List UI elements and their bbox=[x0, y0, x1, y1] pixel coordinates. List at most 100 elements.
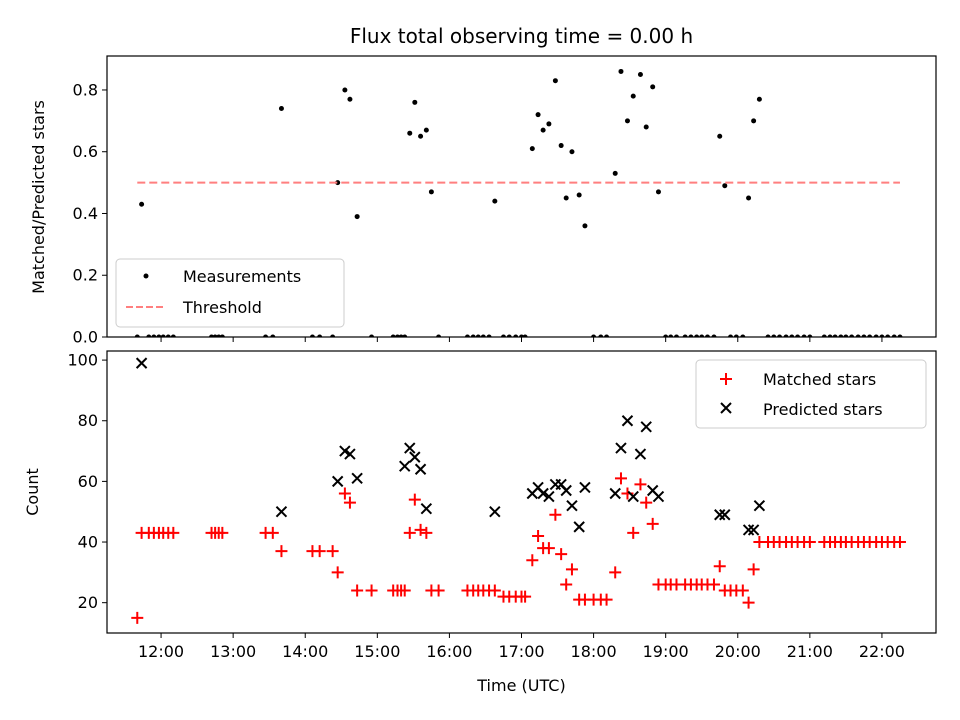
measurement-point bbox=[789, 334, 795, 337]
matched-point bbox=[338, 487, 351, 500]
matched-point bbox=[408, 493, 421, 506]
matched-point bbox=[131, 611, 144, 624]
bottom-y-tick-label: 60 bbox=[78, 472, 98, 491]
matched-point bbox=[646, 517, 659, 530]
measurement-point bbox=[663, 334, 669, 337]
measurement-point bbox=[546, 121, 552, 127]
predicted-point bbox=[566, 499, 578, 512]
measurement-point bbox=[436, 334, 442, 337]
measurement-point bbox=[630, 93, 636, 99]
measurement-point bbox=[740, 334, 746, 337]
ratio-panel: Flux total observing time = 0.00 h Match… bbox=[29, 24, 937, 347]
measurement-point bbox=[165, 334, 171, 337]
top-data-layer bbox=[134, 68, 903, 337]
measurement-point bbox=[418, 133, 424, 139]
measurement-point bbox=[407, 130, 413, 136]
measurement-point bbox=[576, 192, 582, 198]
matched-point bbox=[600, 593, 613, 606]
measurement-point bbox=[134, 334, 140, 337]
measurement-point bbox=[492, 198, 498, 204]
matched-point bbox=[803, 536, 816, 549]
x-tick-label: 13:00 bbox=[210, 642, 256, 661]
predicted-point bbox=[719, 509, 731, 521]
matched-point bbox=[398, 584, 411, 597]
predicted-point bbox=[753, 499, 766, 512]
matched-point bbox=[351, 584, 364, 597]
measurement-point bbox=[807, 334, 813, 337]
x-tick-label: 17:00 bbox=[498, 642, 544, 661]
measurement-point bbox=[655, 189, 661, 195]
measurement-point bbox=[756, 96, 762, 102]
measurement-point bbox=[751, 118, 757, 124]
matched-point bbox=[627, 526, 640, 539]
predicted-point bbox=[414, 463, 427, 475]
bottom-legend-box bbox=[695, 359, 927, 429]
x-tick-label: 15:00 bbox=[354, 642, 400, 661]
measurement-point bbox=[582, 223, 588, 229]
matched-point bbox=[167, 526, 180, 539]
measurement-point bbox=[170, 334, 176, 337]
predicted-point bbox=[573, 521, 585, 533]
measurement-point bbox=[423, 127, 429, 133]
measurement-point bbox=[529, 146, 535, 152]
measurement-point bbox=[624, 118, 630, 124]
matched-point bbox=[634, 478, 647, 491]
measurement-point bbox=[470, 334, 476, 337]
legend-predicted-label: Predicted stars bbox=[763, 400, 883, 419]
measurement-point bbox=[771, 334, 777, 337]
measurement-point bbox=[843, 334, 849, 337]
measurement-point bbox=[643, 124, 649, 130]
measurement-point bbox=[500, 334, 506, 337]
predicted-point bbox=[714, 509, 726, 521]
bottom-data-layer bbox=[131, 357, 906, 624]
matched-point bbox=[266, 526, 279, 539]
predicted-point bbox=[747, 524, 760, 536]
predicted-point bbox=[560, 484, 572, 497]
predicted-point bbox=[409, 451, 421, 463]
measurement-point bbox=[637, 72, 643, 78]
measurement-point bbox=[849, 334, 855, 337]
top-y-axis-label: Matched/Predicted stars bbox=[29, 100, 48, 294]
measurement-point bbox=[160, 334, 166, 337]
measurement-point bbox=[563, 195, 569, 201]
predicted-point bbox=[399, 460, 411, 472]
measurement-point bbox=[335, 180, 341, 186]
measurement-point bbox=[733, 334, 739, 337]
measurement-point bbox=[552, 78, 558, 84]
top-legend-box bbox=[115, 258, 345, 328]
measurement-point bbox=[704, 334, 710, 337]
measurement-point bbox=[897, 334, 903, 337]
measurement-point bbox=[480, 334, 486, 337]
measurement-point bbox=[139, 201, 145, 207]
bottom-legend: Matched stars Predicted stars bbox=[695, 359, 927, 429]
legend-matched-label: Matched stars bbox=[763, 370, 876, 389]
measurement-point bbox=[270, 334, 276, 337]
measurement-point bbox=[795, 334, 801, 337]
matched-point bbox=[555, 548, 568, 561]
bottom-y-tick-label: 20 bbox=[78, 593, 98, 612]
chart-title: Flux total observing time = 0.00 h bbox=[350, 24, 693, 48]
measurement-point bbox=[402, 334, 408, 337]
top-y-tick-label: 0.8 bbox=[73, 80, 98, 99]
x-tick-label: 22:00 bbox=[859, 642, 905, 661]
measurement-point bbox=[354, 214, 360, 220]
bottom-y-axis-label: Count bbox=[23, 468, 42, 516]
measurement-point bbox=[717, 133, 723, 139]
measurement-point bbox=[464, 334, 470, 337]
predicted-point bbox=[543, 490, 555, 503]
measurement-point bbox=[783, 334, 789, 337]
matched-point bbox=[560, 578, 573, 591]
measurement-point bbox=[673, 334, 679, 337]
measurement-point bbox=[591, 334, 597, 337]
matched-point bbox=[420, 526, 433, 539]
x-tick-label: 21:00 bbox=[787, 642, 833, 661]
bottom-y-tick-label: 40 bbox=[78, 533, 98, 552]
matched-point bbox=[326, 545, 339, 558]
measurement-point bbox=[369, 334, 375, 337]
predicted-point bbox=[420, 502, 433, 515]
measurement-point bbox=[535, 112, 541, 118]
predicted-point bbox=[579, 481, 591, 494]
measurement-point bbox=[618, 68, 624, 74]
matched-point bbox=[519, 590, 532, 603]
